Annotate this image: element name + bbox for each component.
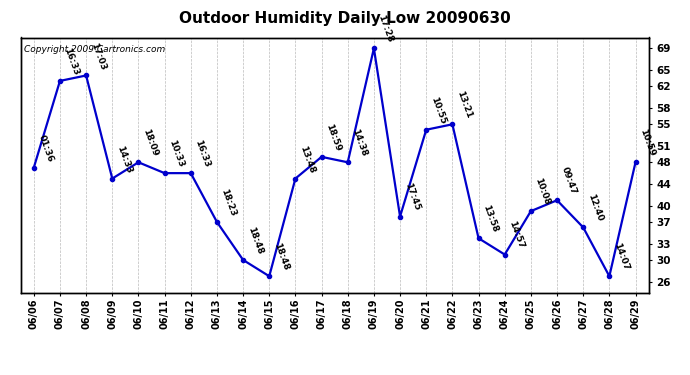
Text: 17:28: 17:28 <box>377 14 395 44</box>
Text: 17:45: 17:45 <box>403 182 421 212</box>
Text: 14:38: 14:38 <box>351 128 368 158</box>
Text: 18:59: 18:59 <box>324 122 342 153</box>
Text: 10:59: 10:59 <box>638 128 656 158</box>
Text: 17:03: 17:03 <box>89 41 107 71</box>
Text: 16:33: 16:33 <box>63 46 81 76</box>
Text: 14:57: 14:57 <box>507 220 526 250</box>
Text: 18:23: 18:23 <box>219 188 238 218</box>
Text: 13:48: 13:48 <box>298 144 316 174</box>
Text: 18:48: 18:48 <box>246 225 264 256</box>
Text: 18:48: 18:48 <box>272 242 290 272</box>
Text: Outdoor Humidity Daily Low 20090630: Outdoor Humidity Daily Low 20090630 <box>179 11 511 26</box>
Text: 14:33: 14:33 <box>115 144 133 174</box>
Text: 16:33: 16:33 <box>193 139 212 169</box>
Text: 12:40: 12:40 <box>586 193 604 223</box>
Text: 10:08: 10:08 <box>533 177 551 207</box>
Text: 01:36: 01:36 <box>37 134 55 164</box>
Text: 13:58: 13:58 <box>481 204 500 234</box>
Text: Copyright 2009 Cartronics.com: Copyright 2009 Cartronics.com <box>24 45 165 54</box>
Text: 18:09: 18:09 <box>141 128 159 158</box>
Text: 14:07: 14:07 <box>612 242 630 272</box>
Text: 09:47: 09:47 <box>560 166 578 196</box>
Text: 13:21: 13:21 <box>455 90 473 120</box>
Text: 10:33: 10:33 <box>167 139 186 169</box>
Text: 10:55: 10:55 <box>428 96 447 125</box>
